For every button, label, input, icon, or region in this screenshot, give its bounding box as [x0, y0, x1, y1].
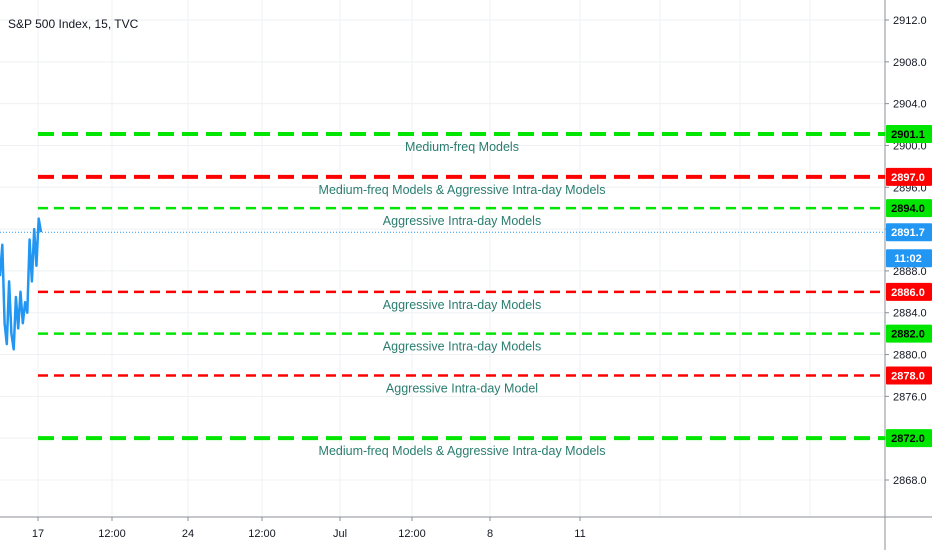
- price-series: [0, 217, 43, 351]
- time-axis-label: 12:00: [248, 528, 276, 540]
- level-price-badge-bg: [886, 282, 932, 301]
- level-annotation: Aggressive Intra-day Models: [383, 340, 541, 354]
- level-price-badge-bg: [886, 124, 932, 143]
- time-axis-label: 8: [487, 528, 493, 540]
- level-price-badge: 2872.0: [891, 433, 925, 445]
- level-price-badge-bg: [886, 429, 932, 448]
- level-annotation: Medium-freq Models: [405, 140, 519, 154]
- level-annotation: Aggressive Intra-day Models: [383, 298, 541, 312]
- level-price-badge-bg: [886, 199, 932, 218]
- level-price-badge-bg: [886, 324, 932, 343]
- time-axis-label: 24: [182, 528, 194, 540]
- time-axis-label: 11: [574, 528, 585, 540]
- last-price-badge-bg: [886, 223, 932, 242]
- level-price-badge: 2882.0: [891, 329, 925, 341]
- level-price-badge: 2878.0: [891, 370, 925, 382]
- price-axis-label: 2868.0: [893, 475, 927, 487]
- price-axis-label: 2912.0: [893, 15, 927, 27]
- level-price-badge: 2901.1: [891, 129, 925, 141]
- level-price-badge: 2886.0: [891, 287, 925, 299]
- price-line-series-0: [0, 217, 43, 351]
- chart-grid: [0, 0, 885, 517]
- level-price-badge-bg: [886, 167, 932, 186]
- price-axis-label: 2880.0: [893, 350, 927, 362]
- level-lines: Medium-freq Models Medium-freq Models & A…: [0, 131, 885, 458]
- time-axis-label: 17: [32, 528, 44, 540]
- time-axis-label: Jul: [333, 528, 347, 540]
- countdown-badge-bg: [886, 249, 932, 268]
- level-price-badge-bg: [886, 366, 932, 385]
- level-price-badge: 2894.0: [891, 203, 925, 215]
- price-axis-label: 2900.0: [893, 140, 927, 152]
- time-axis[interactable]: 17 12:00 24 12:00 Jul 12:00 8 11: [32, 517, 586, 540]
- time-axis-label: 12:00: [398, 528, 426, 540]
- time-axis-label: 12:00: [98, 528, 126, 540]
- countdown-badge: 11:02: [894, 253, 922, 265]
- level-annotation: Aggressive Intra-day Model: [386, 381, 538, 395]
- price-axis-label: 2904.0: [893, 99, 927, 111]
- price-badges: 2901.1 2897.0 2894.0 2886.0 2882.0 2878.0 2872…: [886, 124, 932, 448]
- level-price-badge: 2897.0: [891, 172, 925, 184]
- price-axis-label: 2908.0: [893, 57, 927, 69]
- level-annotation: Aggressive Intra-day Models: [383, 214, 541, 228]
- level-annotation: Medium-freq Models & Aggressive Intra-da…: [319, 444, 606, 458]
- chart-title: S&P 500 Index, 15, TVC: [8, 17, 139, 31]
- level-annotation: Medium-freq Models & Aggressive Intra-da…: [319, 183, 606, 197]
- last-price-badge: 2891.7: [891, 227, 925, 239]
- price-axis-label: 2884.0: [893, 308, 927, 320]
- price-axis-label: 2876.0: [893, 391, 927, 403]
- price-axis-label: 2888.0: [893, 266, 927, 278]
